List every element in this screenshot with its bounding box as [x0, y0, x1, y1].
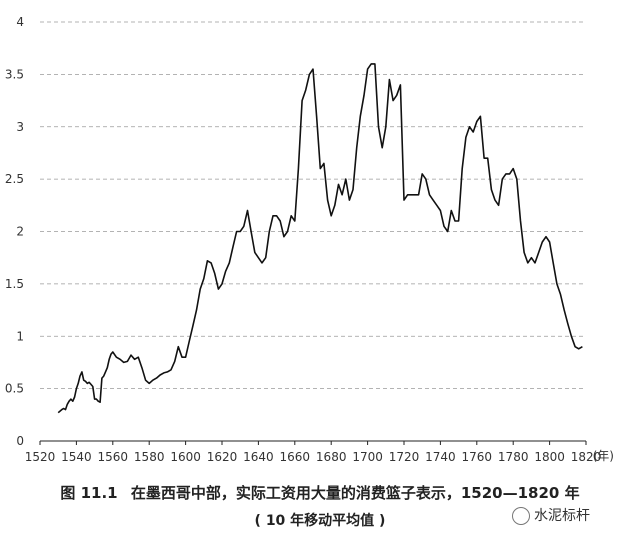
x-tick-label: 1600: [170, 450, 201, 464]
figure-title: 在墨西哥中部，实际工资用大量的消费篮子表示，1520—1820 年: [130, 484, 580, 502]
x-tick-label: 1800: [534, 450, 565, 464]
y-tick-label: 3.5: [5, 67, 24, 81]
x-tick-label: 1820: [571, 450, 602, 464]
series-line: [57, 63, 583, 414]
x-tick-label: 1520: [25, 450, 56, 464]
watermark-text: 水泥标杆: [534, 508, 590, 524]
watermark: 水泥标杆: [512, 505, 590, 525]
x-tick-label: 1620: [207, 450, 238, 464]
y-tick-label: 0.5: [5, 382, 24, 396]
x-tick-label: 1540: [61, 450, 92, 464]
x-tick-label: 1700: [352, 450, 383, 464]
x-tick-label: 1640: [243, 450, 274, 464]
x-axis-unit-label: (年): [593, 449, 614, 463]
y-tick-label: 4: [16, 15, 24, 29]
x-tick-labels: 1520 1540 1560 1580 1600 1620 1640 1660 1680 1700…: [25, 450, 602, 464]
line-chart: 0 0.5 1 1.5 2 2.5 3 3.5 4 1520 1540 1560 1580 1600 16…: [5, 15, 614, 464]
figure-caption: 图 11.1 在墨西哥中部，实际工资用大量的消费篮子表示，1520—1820 年: [0, 482, 640, 503]
x-tick-label: 1780: [498, 450, 529, 464]
wechat-icon: [512, 507, 530, 525]
x-tick-label: 1740: [425, 450, 456, 464]
y-tick-label: 0: [16, 434, 24, 448]
x-tick-label: 1720: [389, 450, 420, 464]
y-tick-label: 3: [16, 120, 24, 134]
x-tick-label: 1660: [280, 450, 311, 464]
y-tick-label: 2.5: [5, 172, 24, 186]
y-tick-labels: 0 0.5 1 1.5 2 2.5 3 3.5 4: [5, 15, 24, 448]
x-tick-label: 1560: [98, 450, 129, 464]
figure-label: 图 11.1: [60, 484, 118, 502]
axes: [39, 440, 587, 445]
gridlines: [40, 21, 586, 390]
x-tick-label: 1760: [462, 450, 493, 464]
y-tick-label: 1: [16, 329, 24, 343]
y-tick-label: 2: [16, 225, 24, 239]
figure-subtitle: ( 10 年移动平均值 ): [254, 513, 386, 529]
x-tick-label: 1580: [134, 450, 165, 464]
y-tick-label: 1.5: [5, 277, 24, 291]
x-tick-label: 1680: [316, 450, 347, 464]
series-group: [57, 63, 583, 414]
